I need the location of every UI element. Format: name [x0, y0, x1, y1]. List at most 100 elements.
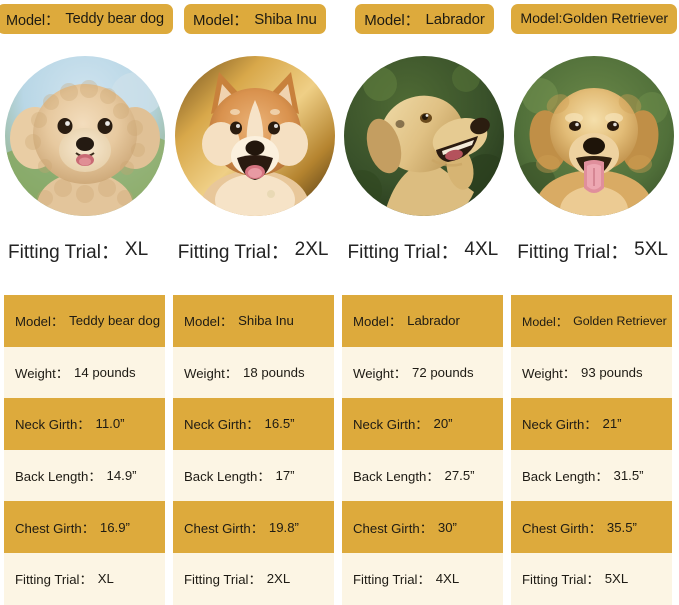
- model-badge-teddy-bear-dog: Model： Teddy bear dog: [0, 4, 173, 34]
- spec-cell-weight-1: Weight： 14 pounds: [4, 346, 165, 399]
- spec-cell-trial-2: Fitting Trial： 2XL: [173, 552, 334, 605]
- dog-photo-cell-1: [0, 56, 170, 228]
- spec-label-chest-1: Chest Girth：: [15, 520, 95, 536]
- fitting-trial-caption-4: Fitting Trial： 5XL: [509, 230, 679, 270]
- spec-value-trial-2: 2XL: [266, 571, 291, 587]
- dog-photo-cell-4: [509, 56, 679, 228]
- spec-value-model-4: Golden Retriever: [573, 313, 667, 328]
- spec-label-back-4: Back Length：: [522, 469, 609, 485]
- dog-photo-teddy-bear-dog: [4, 56, 165, 216]
- fitting-trial-caption-value-1: XL: [124, 239, 149, 260]
- fitting-trial-caption-label-3: Fitting Trial：: [347, 241, 460, 263]
- spec-label-back-2: Back Length：: [184, 469, 271, 485]
- model-badge-cell-1: Model： Teddy bear dog: [0, 0, 173, 48]
- spec-value-neck-3: 20”: [433, 416, 453, 432]
- spec-cell-trial-4: Fitting Trial： 5XL: [511, 552, 672, 605]
- spec-cell-model-4: Model： Golden Retriever: [511, 295, 672, 347]
- spec-label-neck-3: Neck Girth：: [353, 417, 429, 433]
- spec-label-trial-1: Fitting Trial：: [15, 572, 93, 588]
- spec-value-trial-4: 5XL: [604, 571, 629, 587]
- spec-value-trial-3: 4XL: [435, 571, 460, 587]
- dog-photo-row: [0, 56, 679, 228]
- model-badge-labrador: Model： Labrador: [355, 4, 494, 34]
- fitting-trial-caption-value-4: 5XL: [634, 239, 668, 260]
- spec-value-back-1: 14.9”: [106, 468, 137, 484]
- dog-photo-labrador: [344, 56, 505, 216]
- spec-label-chest-4: Chest Girth：: [522, 520, 602, 536]
- model-badge-label-4: Model:: [520, 11, 563, 27]
- model-badge-value-1: Teddy bear dog: [65, 11, 164, 27]
- spec-cell-model-3: Model： Labrador: [342, 295, 503, 347]
- spec-label-neck-4: Neck Girth：: [522, 417, 598, 433]
- spec-value-neck-4: 21”: [602, 416, 622, 432]
- spec-value-model-2: Shiba Inu: [238, 313, 294, 329]
- spec-value-weight-3: 72 pounds: [412, 364, 474, 380]
- spec-label-model-4: Model：: [522, 314, 569, 329]
- fitting-trial-caption-1: Fitting Trial： XL: [0, 230, 170, 270]
- model-badge-label-2: Model：: [192, 11, 249, 29]
- model-badge-shiba-inu: Model： Shiba Inu: [183, 4, 326, 34]
- spec-label-weight-1: Weight：: [15, 365, 69, 381]
- dog-photo-golden-retriever: [514, 56, 675, 216]
- fitting-trial-caption-value-2: 2XL: [294, 239, 329, 260]
- model-badge-value-4: Golden Retriever: [562, 11, 668, 27]
- spec-cell-chest-2: Chest Girth： 19.8”: [173, 501, 334, 553]
- spec-label-trial-3: Fitting Trial：: [353, 572, 431, 588]
- spec-cell-chest-4: Chest Girth： 35.5”: [511, 501, 672, 553]
- fitting-trial-caption-label-4: Fitting Trial：: [517, 241, 630, 263]
- model-badge-cell-3: Model： Labrador: [340, 0, 510, 48]
- spec-cell-weight-4: Weight： 93 pounds: [511, 346, 672, 399]
- spec-label-model-3: Model：: [353, 314, 403, 330]
- spec-column-labrador: Model： Labrador Weight： 72 pounds Neck G…: [342, 295, 503, 605]
- model-badge-value-2: Shiba Inu: [254, 10, 317, 28]
- spec-label-chest-3: Chest Girth：: [353, 520, 433, 536]
- spec-column-teddy-bear-dog: Model： Teddy bear dog Weight： 14 pounds …: [4, 295, 165, 605]
- fitting-trial-caption-value-3: 4XL: [464, 239, 499, 260]
- spec-label-trial-4: Fitting Trial：: [522, 572, 600, 588]
- spec-value-chest-3: 30”: [437, 519, 457, 535]
- spec-label-neck-1: Neck Girth：: [15, 417, 91, 433]
- model-badge-cell-2: Model： Shiba Inu: [170, 0, 340, 48]
- spec-cell-trial-3: Fitting Trial： 4XL: [342, 552, 503, 605]
- spec-value-weight-2: 18 pounds: [243, 364, 305, 380]
- spec-value-chest-1: 16.9”: [99, 519, 130, 535]
- spec-cell-chest-3: Chest Girth： 30”: [342, 501, 503, 553]
- spec-cell-chest-1: Chest Girth： 16.9”: [4, 501, 165, 553]
- spec-label-back-3: Back Length：: [353, 469, 440, 485]
- spec-value-back-3: 27.5”: [444, 468, 475, 484]
- spec-table: Model： Teddy bear dog Weight： 14 pounds …: [0, 295, 679, 605]
- spec-column-golden-retriever: Model： Golden Retriever Weight： 93 pound…: [511, 295, 672, 605]
- spec-cell-model-2: Model： Shiba Inu: [173, 295, 334, 347]
- model-badge-cell-4: Model: Golden Retriever: [509, 0, 679, 48]
- model-badge-label-1: Model：: [6, 12, 60, 29]
- spec-value-model-1: Teddy bear dog: [69, 313, 161, 329]
- dog-photo-cell-2: [170, 56, 340, 228]
- model-badge-row: Model： Teddy bear dog Model： Shiba Inu M…: [0, 0, 679, 48]
- spec-cell-model-1: Model： Teddy bear dog: [4, 295, 165, 347]
- spec-cell-back-4: Back Length： 31.5”: [511, 449, 672, 502]
- spec-column-shiba-inu: Model： Shiba Inu Weight： 18 pounds Neck …: [173, 295, 334, 605]
- model-badge-label-3: Model：: [364, 11, 420, 29]
- fitting-trial-caption-label-2: Fitting Trial：: [177, 241, 290, 263]
- spec-label-back-1: Back Length：: [15, 469, 102, 485]
- spec-label-neck-2: Neck Girth：: [184, 417, 260, 433]
- spec-cell-neck-2: Neck Girth： 16.5”: [173, 398, 334, 450]
- spec-label-chest-2: Chest Girth：: [184, 520, 264, 536]
- spec-cell-trial-1: Fitting Trial： XL: [4, 552, 165, 605]
- spec-label-weight-4: Weight：: [522, 365, 576, 381]
- fitting-trial-caption-label-1: Fitting Trial：: [8, 241, 120, 263]
- spec-label-trial-2: Fitting Trial：: [184, 572, 262, 588]
- spec-value-neck-1: 11.0”: [95, 416, 125, 432]
- fitting-trial-caption-2: Fitting Trial： 2XL: [170, 230, 340, 270]
- spec-value-neck-2: 16.5”: [264, 416, 295, 432]
- spec-cell-back-2: Back Length： 17”: [173, 449, 334, 502]
- spec-value-back-2: 17”: [275, 468, 295, 484]
- spec-value-weight-1: 14 pounds: [74, 364, 136, 380]
- spec-cell-weight-3: Weight： 72 pounds: [342, 346, 503, 399]
- spec-value-weight-4: 93 pounds: [581, 364, 643, 380]
- spec-cell-back-3: Back Length： 27.5”: [342, 449, 503, 502]
- spec-label-model-1: Model：: [15, 314, 65, 330]
- spec-value-back-4: 31.5”: [613, 468, 644, 484]
- model-badge-value-3: Labrador: [425, 10, 485, 28]
- fitting-trial-caption-3: Fitting Trial： 4XL: [340, 230, 510, 270]
